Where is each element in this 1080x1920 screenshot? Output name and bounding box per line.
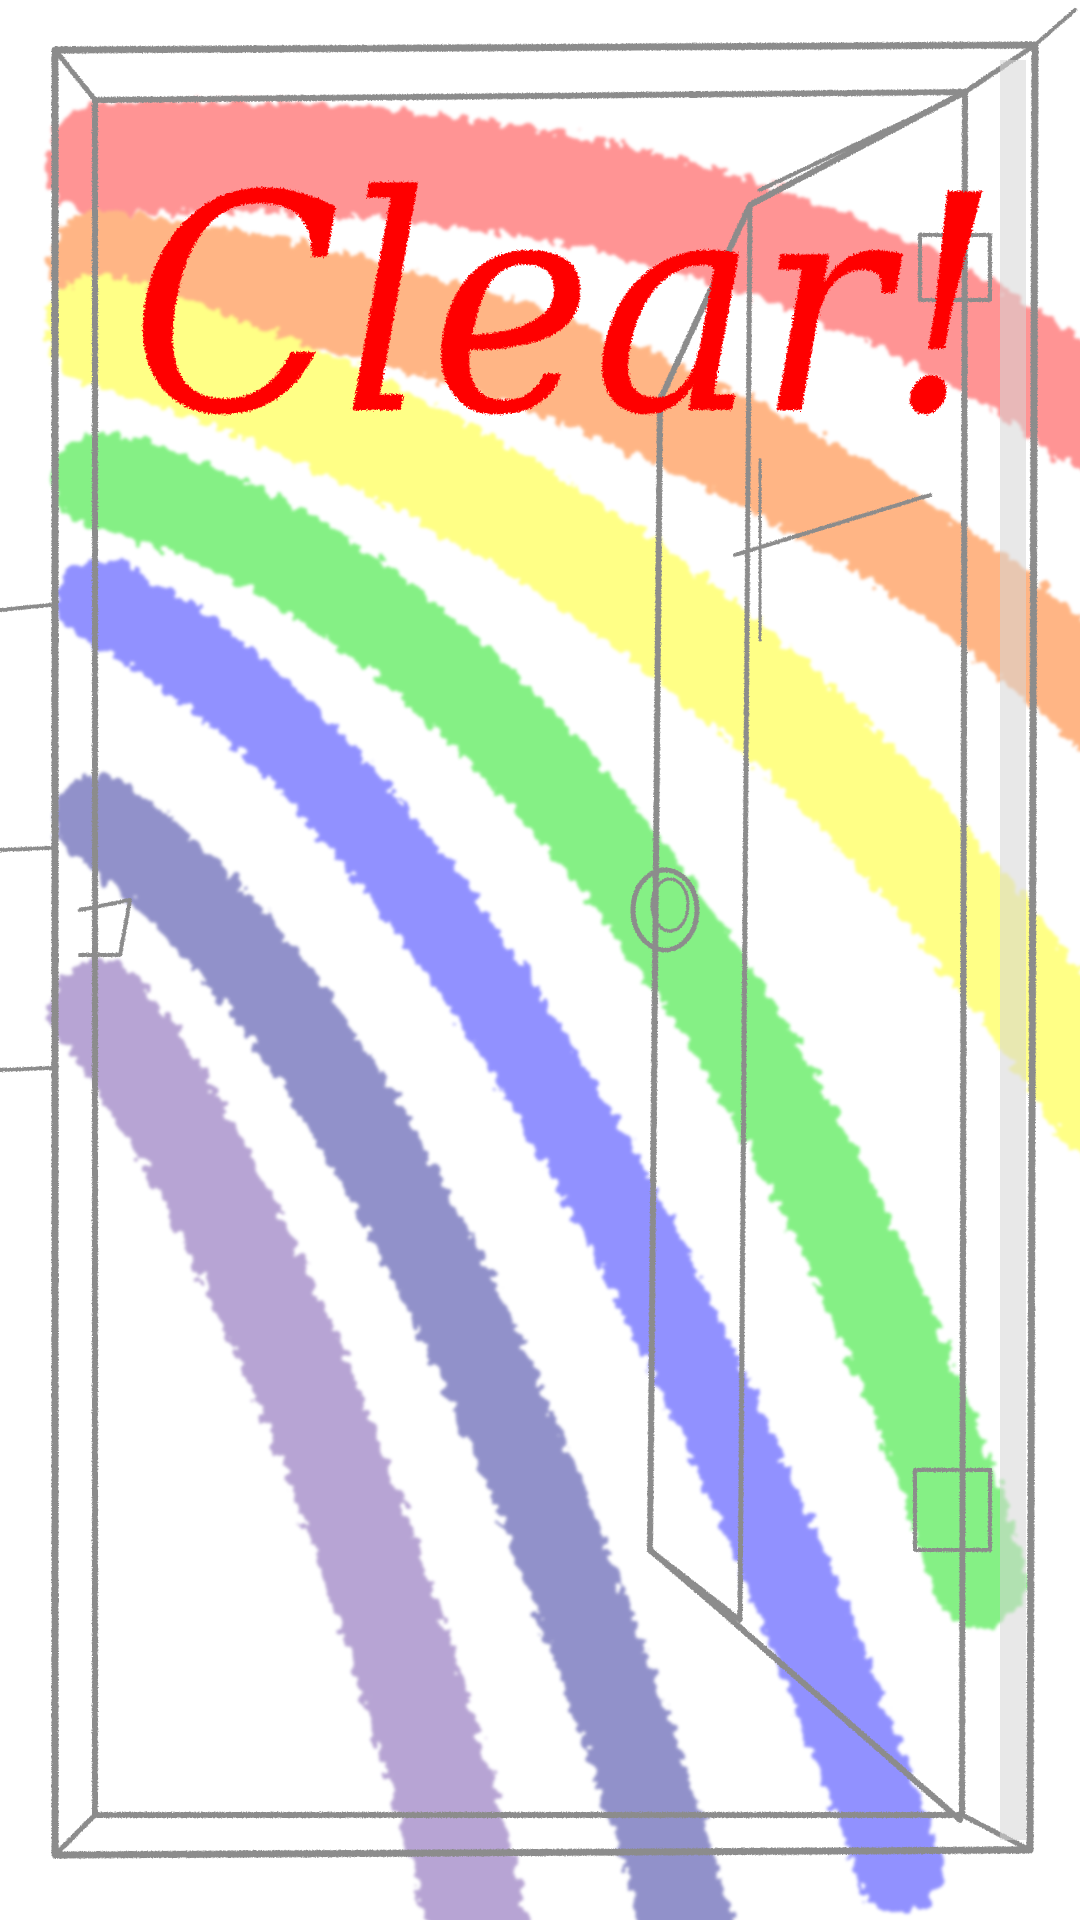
door-detail-mid bbox=[733, 493, 932, 557]
wall-mark-2 bbox=[0, 846, 52, 852]
door-panel bbox=[647, 89, 968, 1823]
wall-mark-1 bbox=[0, 603, 52, 612]
doorknob-icon bbox=[630, 867, 700, 953]
door-detail-top bbox=[758, 93, 962, 192]
door-panel-bottom bbox=[647, 1547, 743, 1623]
rainbow-band-indigo bbox=[55, 775, 734, 1920]
rainbow-band-violet bbox=[50, 960, 529, 1920]
frame-bevel-bl bbox=[52, 1812, 98, 1858]
wall-mark-3 bbox=[0, 1066, 52, 1072]
rainbow-band-green bbox=[52, 432, 1028, 1628]
corner-flourish bbox=[1033, 8, 1077, 47]
rainbow-band-blue bbox=[57, 557, 943, 1913]
frame-shadow bbox=[1000, 60, 1026, 1840]
frame-bevel-br bbox=[959, 1812, 1033, 1853]
hinge-icon bbox=[913, 233, 992, 1552]
door-panel-edge bbox=[737, 202, 753, 1623]
frame-bevel-tl bbox=[52, 47, 98, 103]
wall-latch bbox=[78, 898, 132, 957]
clear-banner-text: Clear! bbox=[130, 132, 1000, 481]
rainbow-band-red bbox=[45, 101, 1080, 471]
